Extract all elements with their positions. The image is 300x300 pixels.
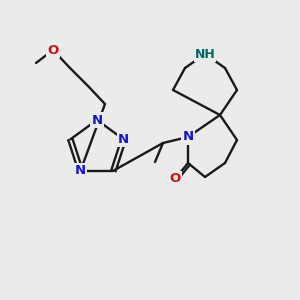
Text: N: N bbox=[75, 164, 86, 177]
Text: NH: NH bbox=[195, 47, 215, 61]
Text: N: N bbox=[92, 113, 103, 127]
Text: O: O bbox=[47, 44, 58, 56]
Text: O: O bbox=[169, 172, 181, 185]
Text: N: N bbox=[182, 130, 194, 143]
Text: N: N bbox=[118, 133, 129, 146]
